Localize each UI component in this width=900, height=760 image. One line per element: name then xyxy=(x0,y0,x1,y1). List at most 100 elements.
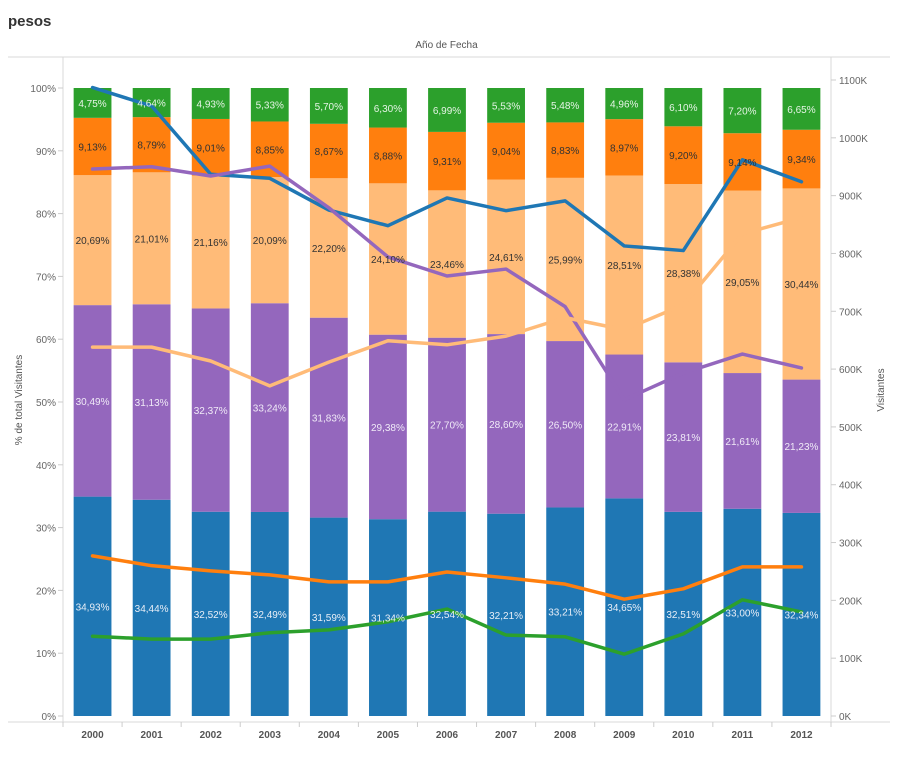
bar-data-label: 9,20% xyxy=(669,151,697,162)
bar-segment-2006-s3[interactable] xyxy=(428,190,466,338)
bar-data-label: 9,31% xyxy=(433,157,461,168)
bar-data-label: 32,49% xyxy=(253,610,287,621)
bar-segment-2001-s3[interactable] xyxy=(132,172,171,305)
bar-data-label: 8,83% xyxy=(551,146,579,157)
y-tick-label: 10% xyxy=(36,649,56,660)
y2-tick-label: 100K xyxy=(839,654,863,665)
bar-data-label: 22,91% xyxy=(607,422,641,433)
bar-segment-2003-s1[interactable] xyxy=(250,511,289,716)
bar-segment-2002-s3[interactable] xyxy=(191,175,230,309)
bar-data-label: 32,37% xyxy=(194,406,228,417)
bar-segment-2007-s2[interactable] xyxy=(487,334,525,514)
bar-data-label: 4,93% xyxy=(197,99,225,110)
bar-segment-2000-s1[interactable] xyxy=(73,496,112,716)
bar-data-label: 8,88% xyxy=(374,151,402,162)
bar-segment-2000-s4[interactable] xyxy=(73,117,112,176)
x-tick-label: 2009 xyxy=(613,730,636,741)
x-tick-label: 2008 xyxy=(554,730,577,741)
bar-segment-2002-s1[interactable] xyxy=(191,511,230,716)
bar-segment-2007-s3[interactable] xyxy=(487,179,525,335)
bar-segment-2010-s2[interactable] xyxy=(664,362,703,512)
bar-segment-2001-s4[interactable] xyxy=(132,117,171,173)
bar-segment-2010-s4[interactable] xyxy=(664,126,703,185)
bar-segment-2012-s2[interactable] xyxy=(782,379,821,513)
bar-segment-2010-s1[interactable] xyxy=(664,511,703,716)
bar-data-label: 33,21% xyxy=(548,608,582,619)
bar-segment-2012-s5[interactable] xyxy=(782,88,821,130)
bar-segment-2003-s2[interactable] xyxy=(250,303,289,512)
bar-segment-2012-s1[interactable] xyxy=(782,512,821,716)
y-tick-label: 60% xyxy=(36,335,56,346)
bar-data-label: 9,01% xyxy=(197,143,225,154)
bar-segment-2005-s5[interactable] xyxy=(369,88,407,128)
bar-data-label: 30,44% xyxy=(785,280,819,291)
y-axis-label: % de total Visitantes xyxy=(14,355,25,445)
bar-data-label: 9,13% xyxy=(78,143,106,154)
x-tick-label: 2003 xyxy=(259,730,282,741)
x-tick-label: 2000 xyxy=(81,730,104,741)
bar-segment-2002-s2[interactable] xyxy=(191,308,230,512)
bar-segment-2008-s1[interactable] xyxy=(546,507,585,716)
bar-segment-2007-s5[interactable] xyxy=(487,88,525,123)
bar-segment-2008-s4[interactable] xyxy=(546,122,585,178)
bar-segment-2000-s3[interactable] xyxy=(73,175,112,306)
bar-segment-2011-s2[interactable] xyxy=(723,373,762,509)
y2-tick-label: 400K xyxy=(839,481,863,492)
x-tick-label: 2010 xyxy=(672,730,695,741)
bar-data-label: 31,13% xyxy=(135,398,169,409)
bar-segment-2004-s1[interactable] xyxy=(309,517,348,716)
bar-data-label: 21,61% xyxy=(725,437,759,448)
bar-segment-2003-s5[interactable] xyxy=(250,88,289,122)
bar-data-label: 9,14% xyxy=(728,158,756,169)
y-tick-label: 0% xyxy=(42,712,57,723)
bar-segment-2001-s2[interactable] xyxy=(132,304,171,500)
y2-tick-label: 700K xyxy=(839,307,863,318)
bar-segment-2000-s2[interactable] xyxy=(73,305,112,497)
bar-segment-2005-s3[interactable] xyxy=(369,183,407,335)
bar-segment-2008-s2[interactable] xyxy=(546,341,585,508)
bar-segment-2009-s4[interactable] xyxy=(605,119,644,176)
bar-data-label: 20,69% xyxy=(76,236,110,247)
bar-segment-2002-s5[interactable] xyxy=(191,88,230,119)
bar-segment-2010-s3[interactable] xyxy=(664,184,703,363)
bar-segment-2006-s2[interactable] xyxy=(428,337,466,512)
bar-data-label: 33,00% xyxy=(725,608,759,619)
bar-segment-2003-s3[interactable] xyxy=(250,177,289,304)
bar-segment-2004-s4[interactable] xyxy=(309,123,348,179)
bar-segment-2009-s5[interactable] xyxy=(605,88,644,120)
bar-segment-2011-s5[interactable] xyxy=(723,88,762,134)
bar-data-label: 9,34% xyxy=(787,155,815,166)
bar-segment-2007-s1[interactable] xyxy=(487,513,525,716)
bar-segment-2004-s5[interactable] xyxy=(309,88,348,124)
lines-layer xyxy=(90,85,804,656)
bar-segment-2011-s3[interactable] xyxy=(723,190,762,374)
bar-segment-2001-s1[interactable] xyxy=(132,499,171,716)
y2-tick-label: 800K xyxy=(839,249,863,260)
y2-tick-label: 1000K xyxy=(839,134,868,145)
bar-data-label: 34,93% xyxy=(76,602,110,613)
y-tick-label: 50% xyxy=(36,398,56,409)
bar-segment-2002-s4[interactable] xyxy=(191,118,230,176)
chart-title: pesos xyxy=(8,13,52,30)
bar-segment-2008-s5[interactable] xyxy=(546,88,585,123)
y2-tick-label: 200K xyxy=(839,596,863,607)
bar-segment-2004-s2[interactable] xyxy=(309,317,348,518)
bar-data-label: 28,38% xyxy=(666,269,700,280)
bar-data-label: 32,21% xyxy=(489,611,523,622)
bar-segment-2006-s4[interactable] xyxy=(428,131,466,191)
bar-segment-2005-s4[interactable] xyxy=(369,127,407,184)
bar-data-label: 32,52% xyxy=(194,610,228,621)
bar-segment-2010-s5[interactable] xyxy=(664,88,703,127)
x-tick-label: 2005 xyxy=(377,730,400,741)
bar-segment-2005-s2[interactable] xyxy=(369,334,407,520)
bar-segment-2007-s4[interactable] xyxy=(487,122,525,180)
bar-data-label: 5,48% xyxy=(551,101,579,112)
bar-data-label: 4,64% xyxy=(137,99,165,110)
bar-segment-2006-s5[interactable] xyxy=(428,88,466,132)
bar-data-label: 21,01% xyxy=(135,234,169,245)
bar-segment-2008-s3[interactable] xyxy=(546,177,585,342)
bar-segment-2009-s1[interactable] xyxy=(605,498,644,716)
bar-segment-2011-s1[interactable] xyxy=(723,508,762,716)
bar-data-label: 24,10% xyxy=(371,255,405,266)
bar-data-label: 6,30% xyxy=(374,104,402,115)
